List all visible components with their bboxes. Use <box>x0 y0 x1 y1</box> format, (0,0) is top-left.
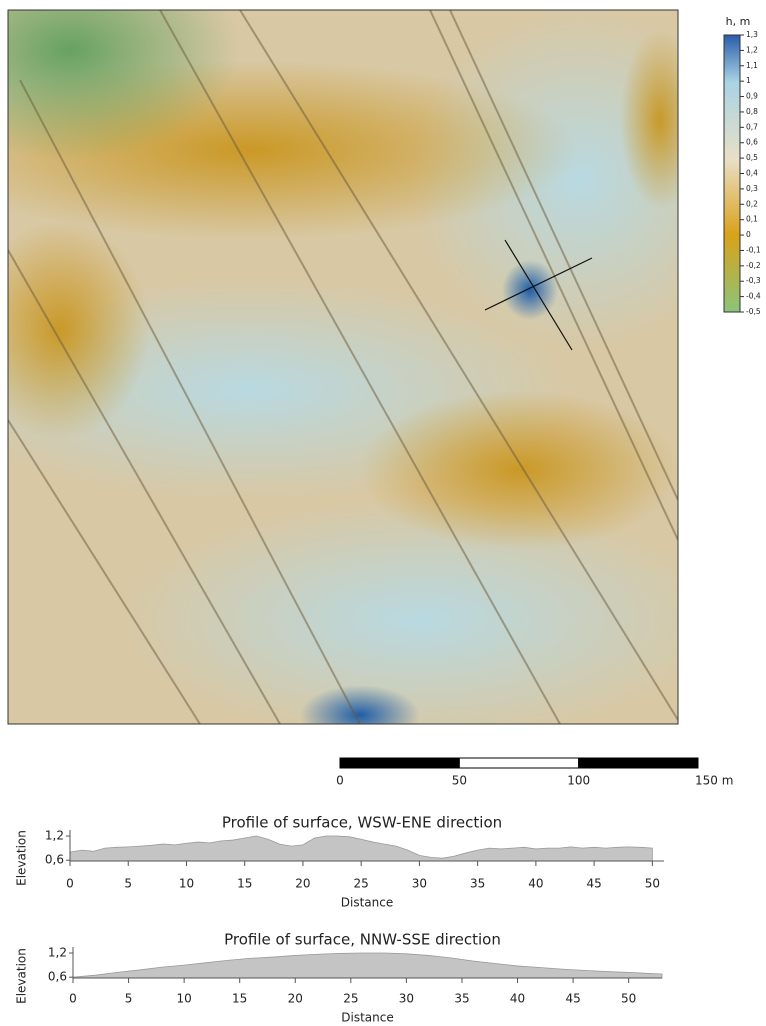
x-tick-label: 0 <box>69 992 77 1006</box>
x-tick-label: 15 <box>232 992 247 1006</box>
scale-label: 100 <box>567 774 590 788</box>
x-tick-label: 20 <box>295 877 310 891</box>
x-tick-label: 35 <box>470 877 485 891</box>
x-tick-label: 25 <box>343 992 358 1006</box>
area <box>70 836 652 861</box>
colorbar-tick-label: 0,8 <box>746 107 758 116</box>
scale-label: 150 m <box>695 774 733 788</box>
y-tick-label: 0,6 <box>45 853 64 867</box>
scale-label: 50 <box>452 774 467 788</box>
figure: h, m Elevation Elevation 1,3 1,2 1,1 1 0,9 0,… <box>0 0 766 1026</box>
scale-segment <box>459 758 578 768</box>
x-tick-label: 40 <box>528 877 543 891</box>
x-tick-label: 15 <box>237 877 252 891</box>
colorbar-tick-label: 1,3 <box>746 30 758 39</box>
colorbar-tick-label: 0,4 <box>746 169 758 178</box>
x-tick-label: 30 <box>399 992 414 1006</box>
colorbar-title: h, m <box>726 15 751 28</box>
chart-title: Profile of surface, NNW-SSE direction <box>224 931 501 949</box>
x-tick-label: 5 <box>125 992 133 1006</box>
colorbar-tick-label: 1,2 <box>746 45 758 54</box>
colorbar-tick-label: -0,2 <box>746 261 761 270</box>
colorbar-tick-label: -0,4 <box>746 292 761 301</box>
scale-segment <box>579 758 698 768</box>
y-tick-label: 0,6 <box>48 970 67 984</box>
x-tick-label: 20 <box>288 992 303 1006</box>
x-tick-label: 45 <box>586 877 601 891</box>
colorbar-tick-label: 0,1 <box>746 215 758 224</box>
x-tick-label: 30 <box>412 877 427 891</box>
x-tick-label: 25 <box>354 877 369 891</box>
x-axis-label: Distance <box>341 1011 393 1025</box>
x-tick-label: 50 <box>645 877 660 891</box>
colorbar-tick-label: 0,5 <box>746 153 758 162</box>
colorbar-tick-label: 0,7 <box>746 122 758 131</box>
colorbar-tick-label: -0,3 <box>746 276 761 285</box>
y-tick-label: 1,2 <box>45 829 64 843</box>
colorbar-tick-label: 0,6 <box>746 138 758 147</box>
scale-segment <box>340 758 459 768</box>
colorbar-tick-label: 0,3 <box>746 184 758 193</box>
x-tick-label: 35 <box>454 992 469 1006</box>
colorbar-tick-label: 0,9 <box>746 92 758 101</box>
chart-title: Profile of surface, WSW-ENE direction <box>222 814 502 832</box>
y-tick-label: 1,2 <box>48 946 67 960</box>
x-tick-label: 5 <box>124 877 132 891</box>
colorbar-tick-label: 0,2 <box>746 199 758 208</box>
x-tick-label: 10 <box>176 992 191 1006</box>
map <box>0 0 750 745</box>
scale-label: 0 <box>336 774 344 788</box>
y-axis-label: Elevation <box>15 830 29 886</box>
x-tick-label: 0 <box>66 877 74 891</box>
x-tick-label: 50 <box>621 992 636 1006</box>
colorbar-tick-label: 1 <box>746 76 751 85</box>
area <box>73 953 662 978</box>
colorbar-tick-label: 0 <box>746 230 751 239</box>
colorbar-tick-label: -0,1 <box>746 245 761 254</box>
colorbar <box>724 35 740 312</box>
y-axis-label: Elevation <box>15 948 29 1004</box>
x-tick-label: 45 <box>565 992 580 1006</box>
x-tick-label: 10 <box>179 877 194 891</box>
x-tick-label: 40 <box>510 992 525 1006</box>
colorbar-tick-label: 1,1 <box>746 61 758 70</box>
x-axis-label: Distance <box>341 896 393 910</box>
colorbar-tick-label: -0,5 <box>746 307 761 316</box>
